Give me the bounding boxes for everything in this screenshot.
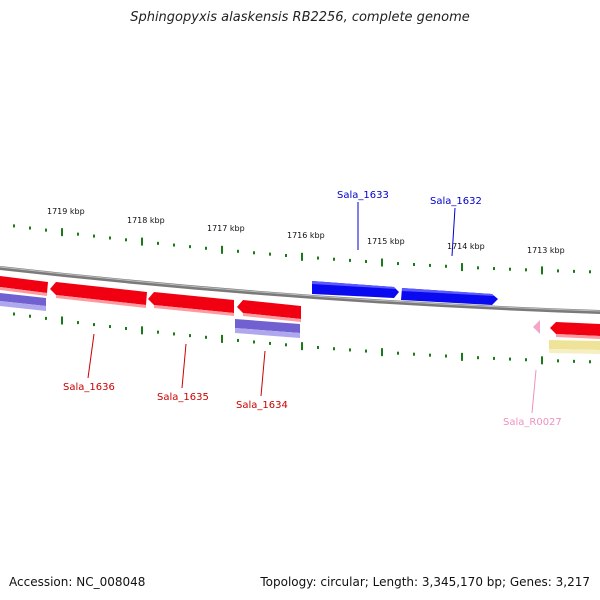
cds-bar-left: [0, 293, 46, 311]
gene-sala-1637-feature[interactable]: [0, 276, 48, 296]
gene-sala-1633-feature[interactable]: [312, 281, 399, 298]
kbp-label-1714: 1714 kbp: [447, 242, 485, 251]
leader-sala-1635: [181, 343, 187, 389]
gene-label-sala-1636[interactable]: Sala_1636: [63, 382, 115, 393]
gene-sala-r0027-feature[interactable]: [533, 320, 540, 334]
kbp-label-1715: 1715 kbp: [367, 237, 405, 246]
gene-label-sala-1635[interactable]: Sala_1635: [157, 392, 209, 403]
gene-sala-1635-feature[interactable]: [148, 292, 234, 316]
kbp-label-1717: 1717 kbp: [207, 224, 245, 233]
kbp-label-1718: 1718 kbp: [127, 216, 165, 225]
accession-text: Accession: NC_008048: [9, 575, 146, 589]
upper-tick-track: [13, 224, 591, 275]
gene-label-sala-1632[interactable]: Sala_1632: [430, 196, 482, 207]
gene-right-red-feature[interactable]: [550, 322, 600, 339]
kbp-label-1719: 1719 kbp: [47, 207, 85, 216]
gene-label-sala-r0027[interactable]: Sala_R0027: [503, 417, 562, 428]
leader-sala-1632: [451, 207, 456, 257]
gene-sala-1634-feature[interactable]: [237, 300, 301, 322]
kbp-label-1713: 1713 kbp: [527, 246, 565, 255]
gene-label-sala-1634[interactable]: Sala_1634: [236, 400, 288, 411]
gene-sala-1632-feature[interactable]: [401, 288, 498, 305]
leader-sala-r0027: [531, 369, 537, 414]
misc-feature-yellow: [549, 340, 600, 354]
topology-text: Topology: circular; Length: 3,345,170 bp…: [260, 575, 590, 589]
cds-bar-middle: [235, 319, 300, 338]
leader-sala-1634: [260, 350, 266, 397]
genome-title: Sphingopyxis alaskensis RB2256, complete…: [130, 10, 470, 25]
genome-backbone: [0, 266, 600, 314]
gene-sala-1636-feature[interactable]: [50, 282, 147, 308]
gene-label-sala-1633[interactable]: Sala_1633: [337, 190, 389, 201]
lower-tick-track: [13, 312, 591, 365]
kbp-label-1716: 1716 kbp: [287, 231, 325, 240]
leader-sala-1636: [87, 333, 95, 379]
